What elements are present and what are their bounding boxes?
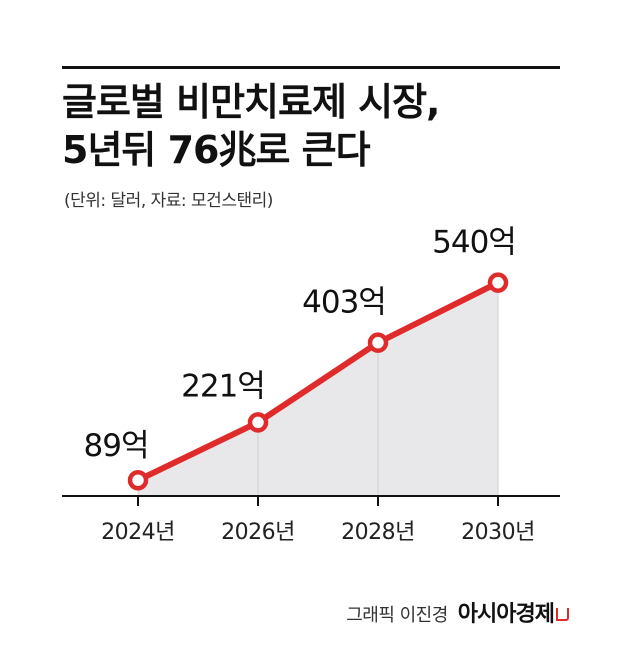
logo-mark-icon [556,608,569,621]
data-label-0: 89억 [84,428,149,464]
data-label-3: 540억 [432,225,516,261]
chart-title-line-1: 글로벌 비만치료제 시장, [62,80,441,124]
data-point-0 [127,469,149,491]
x-tick-label-0: 2024년 [101,520,175,545]
x-tick-label-2: 2028년 [341,520,415,545]
area-fill [138,282,498,496]
top-rule [62,66,560,69]
data-label-2: 403억 [302,285,386,321]
data-point-2 [367,332,389,353]
data-label-1: 221억 [181,368,265,404]
chart-title: 글로벌 비만치료제 시장, 5년뒤 76兆로 큰다 [62,78,582,174]
graphic-credit: 그래픽 이진경 [346,605,448,626]
unit-note: (단위: 달러, 자료: 모건스탠리) [64,191,273,211]
data-point-3 [487,272,509,293]
chart-title-line-2: 5년뒤 76兆로 큰다 [62,128,371,172]
footer: 그래픽 이진경 아시아경제 [346,596,569,628]
data-point-1 [247,412,269,433]
publisher-logo: 아시아경제 [458,596,569,628]
publisher-name: 아시아경제 [457,602,555,627]
x-tick-label-3: 2030년 [461,520,535,545]
x-tick-label-1: 2026년 [221,520,295,545]
series-line [135,279,501,484]
